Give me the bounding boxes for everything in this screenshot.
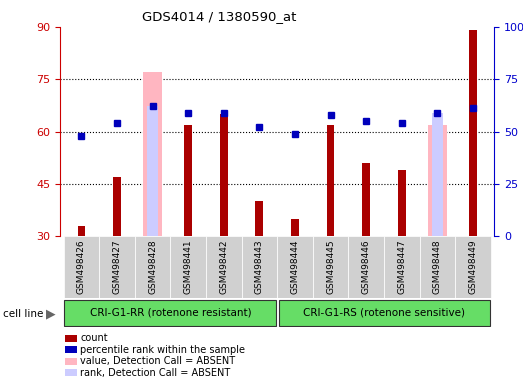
Bar <box>427 124 447 236</box>
Text: GSM498445: GSM498445 <box>326 239 335 294</box>
Bar <box>242 236 277 298</box>
Bar <box>113 177 121 236</box>
Bar <box>206 236 242 298</box>
Text: ▶: ▶ <box>47 308 56 321</box>
Bar <box>277 236 313 298</box>
Bar <box>64 236 99 298</box>
Bar <box>455 236 491 298</box>
Text: GSM498428: GSM498428 <box>148 239 157 294</box>
Text: GSM498447: GSM498447 <box>397 239 406 294</box>
Bar <box>147 106 158 236</box>
Bar <box>327 124 335 236</box>
Bar <box>291 219 299 236</box>
Bar <box>384 236 419 298</box>
Bar <box>256 201 263 236</box>
Bar <box>313 236 348 298</box>
Bar <box>170 236 206 298</box>
Bar <box>432 113 442 236</box>
Bar <box>398 170 406 236</box>
Bar <box>135 236 170 298</box>
Text: GSM498426: GSM498426 <box>77 239 86 294</box>
Text: GSM498444: GSM498444 <box>290 239 300 294</box>
Text: GSM498449: GSM498449 <box>469 239 477 294</box>
Text: GSM498443: GSM498443 <box>255 239 264 294</box>
Bar <box>419 236 455 298</box>
Text: CRI-G1-RS (rotenone sensitive): CRI-G1-RS (rotenone sensitive) <box>303 307 465 317</box>
Bar <box>64 300 277 326</box>
Bar <box>184 124 192 236</box>
Bar <box>362 163 370 236</box>
Text: GSM498446: GSM498446 <box>361 239 371 294</box>
Text: cell line: cell line <box>3 309 43 319</box>
Text: GSM498441: GSM498441 <box>184 239 193 294</box>
Text: count: count <box>80 333 108 343</box>
Text: CRI-G1-RR (rotenone resistant): CRI-G1-RR (rotenone resistant) <box>89 307 251 317</box>
Bar <box>143 72 163 236</box>
Text: rank, Detection Call = ABSENT: rank, Detection Call = ABSENT <box>80 368 230 378</box>
Text: percentile rank within the sample: percentile rank within the sample <box>80 345 245 355</box>
Text: GSM498427: GSM498427 <box>112 239 121 294</box>
Text: GSM498448: GSM498448 <box>433 239 442 294</box>
Bar <box>348 236 384 298</box>
Text: value, Detection Call = ABSENT: value, Detection Call = ABSENT <box>80 356 235 366</box>
Bar <box>279 300 490 326</box>
Bar <box>99 236 135 298</box>
Bar <box>220 114 228 236</box>
Bar <box>77 226 85 236</box>
Bar <box>469 30 477 236</box>
Text: GSM498442: GSM498442 <box>219 239 229 294</box>
Text: GDS4014 / 1380590_at: GDS4014 / 1380590_at <box>142 10 297 23</box>
